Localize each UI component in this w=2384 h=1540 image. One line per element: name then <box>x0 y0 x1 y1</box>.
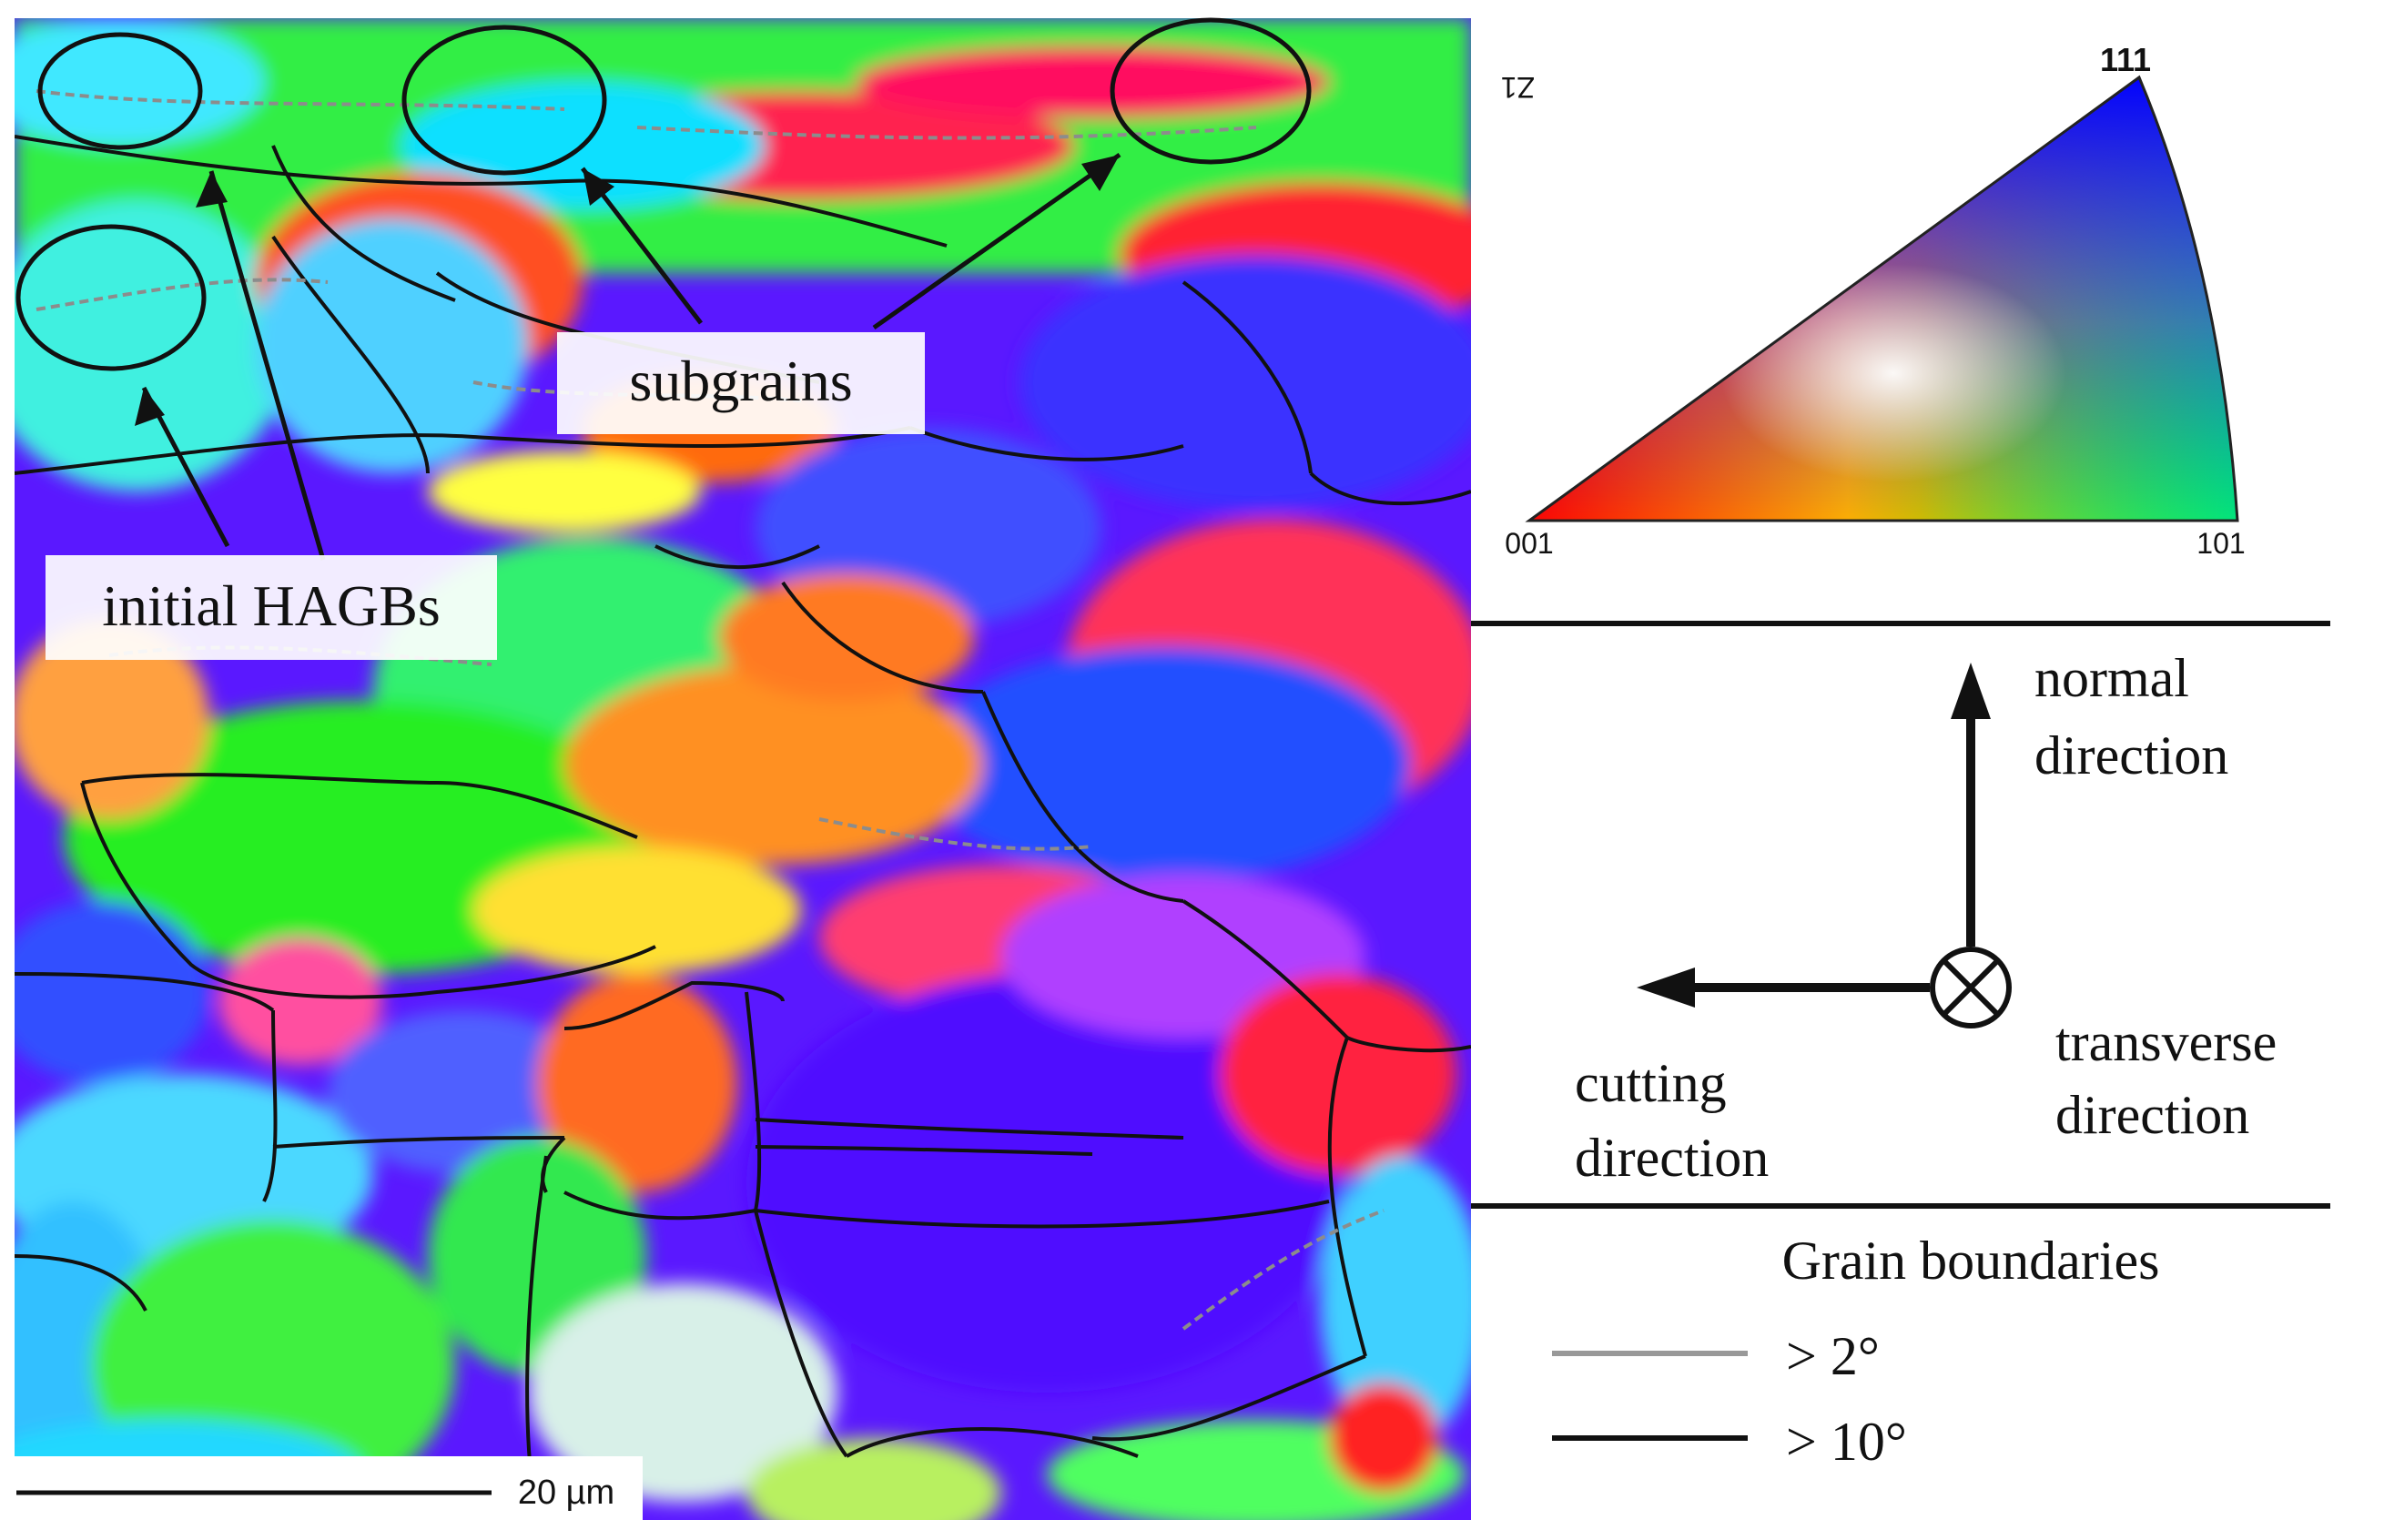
grain-boundary-legend: Grain boundaries > 2° > 10° <box>1552 1231 2159 1472</box>
annotation-marks <box>15 17 1312 561</box>
ebsd-map <box>15 18 1471 1520</box>
ipf-label-001: 001 <box>1505 527 1553 560</box>
hagb-circle-top <box>37 32 203 150</box>
legend-label-low-angle: > 2° <box>1786 1326 1880 1386</box>
hagb-circle-mid <box>15 224 207 371</box>
ipf-color-key: Z1 111 001 101 <box>1501 41 2246 560</box>
scale-bar: 20 µm <box>15 1456 643 1529</box>
initial-hagbs-label-box: initial HAGBs <box>46 555 497 660</box>
subgrain-circle-left <box>401 25 607 176</box>
initial-hagbs-label: initial HAGBs <box>102 573 441 638</box>
cutting-direction-arrowhead <box>1637 968 1695 1008</box>
hagb-arrow-1 <box>208 170 326 561</box>
normal-direction-arrowhead <box>1951 663 1991 719</box>
ipf-axis-label: Z1 <box>1501 71 1535 104</box>
cutting-direction-label: cutting direction <box>1575 1053 1769 1188</box>
subgrain-circle-right <box>1110 17 1312 165</box>
legend-label-high-angle: > 10° <box>1786 1412 1907 1472</box>
normal-direction-label: normal direction <box>2034 648 2228 785</box>
ipf-label-101: 101 <box>2196 527 2245 560</box>
transverse-direction-symbol <box>1930 947 2012 1028</box>
subgrain-arrow-2 <box>872 152 1121 330</box>
ipf-label-111: 111 <box>2100 41 2151 78</box>
direction-axes: normal direction cutting direction trans… <box>1575 648 2290 1188</box>
grain-regions <box>15 18 1471 1520</box>
ipf-triangle-outline <box>1525 75 2239 522</box>
scale-bar-label: 20 µm <box>518 1474 614 1512</box>
grain-boundaries-high <box>15 135 1471 1520</box>
subgrains-label: subgrains <box>629 349 852 413</box>
legend-title: Grain boundaries <box>1782 1231 2160 1291</box>
subgrains-label-box: subgrains <box>557 332 925 434</box>
annotation-arrowheads <box>135 155 1120 426</box>
transverse-direction-label: transverse direction <box>2055 1012 2290 1145</box>
